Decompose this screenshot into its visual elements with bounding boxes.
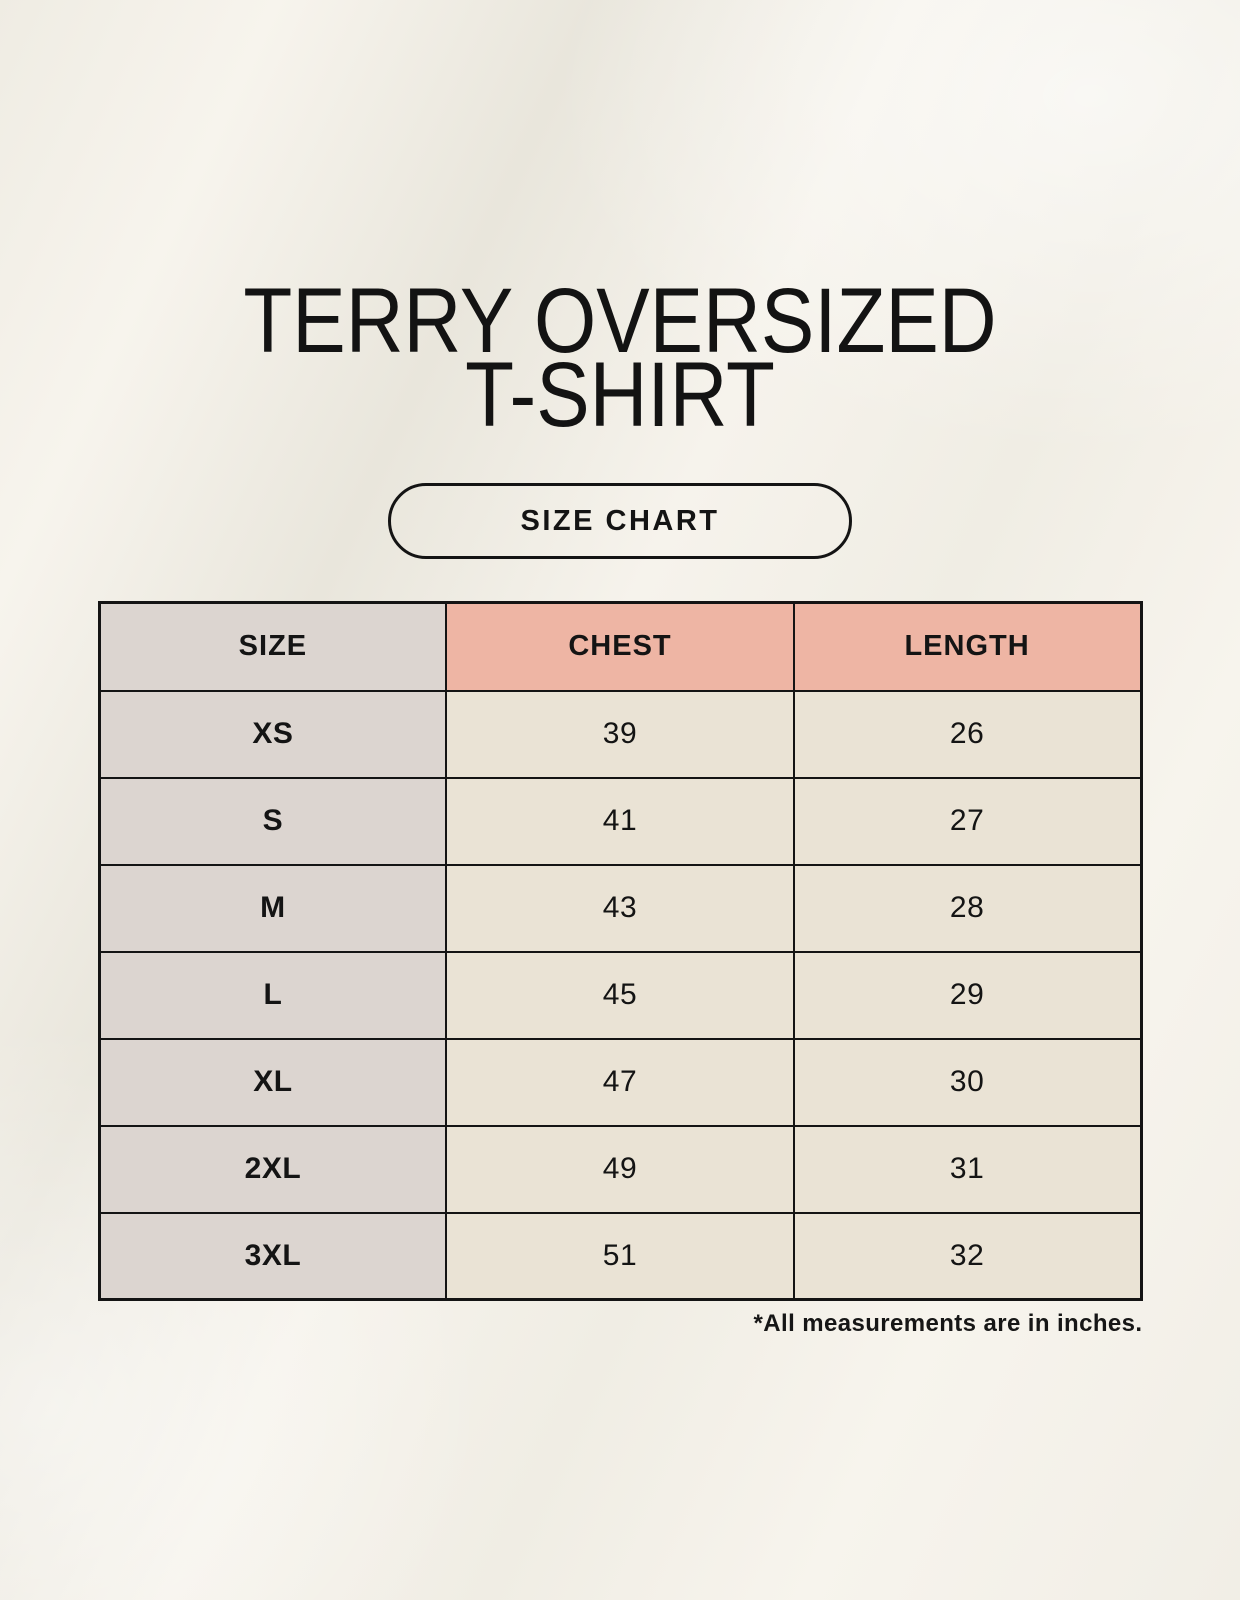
table-row-2xl: 2XL 49 31 (97, 1124, 1143, 1214)
title-section: TERRY OVERSIZED T-SHIRT (0, 0, 1240, 446)
table-row-3xl: 3XL 51 32 (97, 1211, 1143, 1301)
chest-cell: 45 (445, 950, 795, 1040)
table-header-row: SIZE CHEST LENGTH (97, 601, 1143, 692)
size-chart-button-label: SIZE CHART (520, 504, 720, 537)
chest-cell: 51 (445, 1211, 795, 1301)
table-row-l: L 45 29 (97, 950, 1143, 1040)
length-cell: 26 (792, 689, 1143, 779)
size-cell: 2XL (97, 1124, 448, 1214)
column-header-length: LENGTH (792, 601, 1143, 692)
column-header-chest: CHEST (445, 601, 795, 692)
chest-cell: 47 (445, 1037, 795, 1127)
size-chart-table: SIZE CHEST LENGTH XS 39 26 S 41 27 M 43 … (97, 601, 1143, 1301)
size-cell: XS (97, 689, 448, 779)
chest-cell: 49 (445, 1124, 795, 1214)
length-cell: 32 (792, 1211, 1143, 1301)
size-cell: S (97, 776, 448, 866)
product-title-line-2: T-SHIRT (465, 344, 775, 446)
size-cell: M (97, 863, 448, 953)
length-cell: 31 (792, 1124, 1143, 1214)
length-cell: 28 (792, 863, 1143, 953)
column-header-size: SIZE (97, 601, 448, 692)
chest-cell: 41 (445, 776, 795, 866)
length-cell: 30 (792, 1037, 1143, 1127)
table-row-xl: XL 47 30 (97, 1037, 1143, 1127)
size-cell: XL (97, 1037, 448, 1127)
table-row-m: M 43 28 (97, 863, 1143, 953)
size-chart-button[interactable]: SIZE CHART (388, 483, 852, 559)
chest-cell: 39 (445, 689, 795, 779)
chest-cell: 43 (445, 863, 795, 953)
measurements-note: *All measurements are in inches. (753, 1310, 1143, 1337)
size-cell: L (97, 950, 448, 1040)
product-title: TERRY OVERSIZED T-SHIRT (81, 270, 1160, 446)
length-cell: 29 (792, 950, 1143, 1040)
length-cell: 27 (792, 776, 1143, 866)
table-row-s: S 41 27 (97, 776, 1143, 866)
size-cell: 3XL (97, 1211, 448, 1301)
product-title-line-1: TERRY OVERSIZED (243, 270, 997, 372)
table-row-xs: XS 39 26 (97, 689, 1143, 779)
